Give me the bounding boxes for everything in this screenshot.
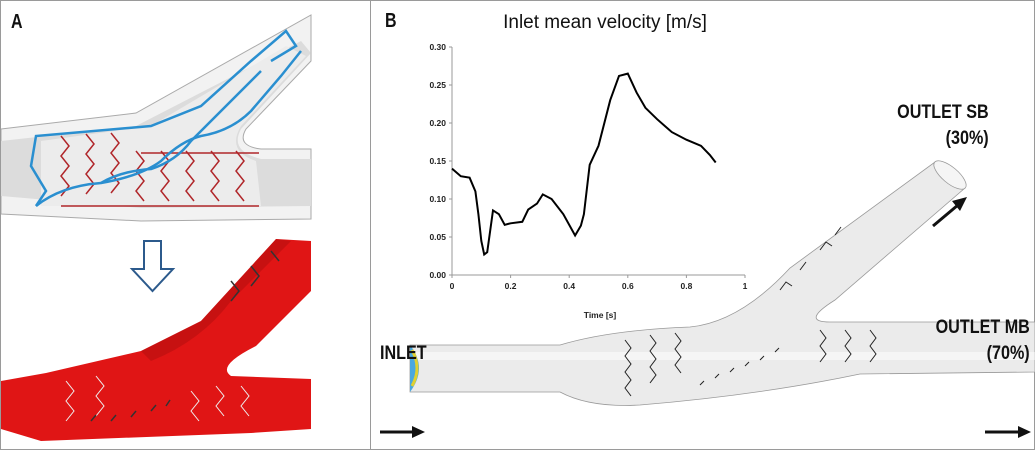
x-tick-label: 0.6 — [622, 281, 634, 291]
x-tick-label: 0 — [450, 281, 455, 291]
x-tick-label: 1 — [743, 281, 748, 291]
y-tick-label: 0.20 — [429, 118, 446, 128]
vessel-with-stents — [1, 14, 312, 222]
panel-label-a: A — [11, 11, 23, 33]
panel-label-b: B — [385, 10, 397, 32]
y-tick-label: 0.05 — [429, 232, 446, 242]
stent-illustration — [1, 14, 312, 441]
x-tick-label: 0.8 — [680, 281, 692, 291]
inlet-label: INLET — [380, 343, 427, 364]
x-tick-label: 0.4 — [563, 281, 575, 291]
red-vessel-model — [1, 239, 311, 441]
y-tick-label: 0.15 — [429, 156, 446, 166]
y-tick-label: 0.10 — [429, 194, 446, 204]
down-arrow-icon — [129, 240, 176, 293]
chart-title: Inlet mean velocity [m/s] — [503, 12, 707, 33]
y-tick-label: 0.00 — [429, 270, 446, 280]
panel-a: A — [0, 0, 371, 450]
red-stent — [60, 132, 259, 207]
outlet-sb-percent: (30%) — [945, 128, 989, 149]
blue-stent — [29, 29, 302, 207]
series-line — [451, 72, 717, 257]
outlet-mb-percent: (70%) — [986, 343, 1030, 364]
y-tick-label: 0.25 — [429, 80, 446, 90]
x-tick-label: 0.2 — [505, 281, 517, 291]
x-axis-label: Time [s] — [584, 310, 617, 320]
y-tick-label: 0.30 — [429, 42, 446, 52]
outlet-sb-label: OUTLET SB — [897, 102, 989, 123]
outlet-mb-label: OUTLET MB — [935, 317, 1030, 338]
